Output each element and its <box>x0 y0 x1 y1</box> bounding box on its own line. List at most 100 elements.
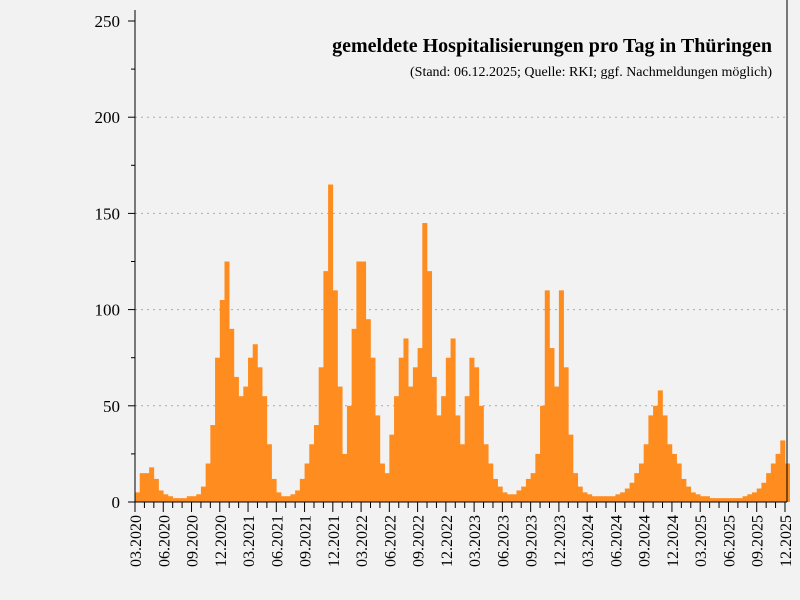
bar <box>544 290 550 502</box>
x-tick-label: 06.2025 <box>721 515 738 567</box>
x-tick-label: 12.2020 <box>213 515 230 567</box>
bar <box>742 496 748 502</box>
bar <box>615 494 621 502</box>
x-tick-label: 03.2023 <box>467 515 484 567</box>
bar <box>210 425 216 502</box>
bar <box>601 496 607 502</box>
bar <box>356 261 362 502</box>
x-tick-label: 09.2024 <box>637 515 654 567</box>
bar <box>747 494 753 502</box>
bar <box>149 467 155 502</box>
bar <box>549 348 555 502</box>
x-tick-label: 09.2025 <box>750 515 767 567</box>
bar <box>610 496 616 502</box>
bar <box>535 453 541 502</box>
bar <box>262 396 268 502</box>
bar <box>304 463 310 502</box>
x-tick-label: 03.2024 <box>580 515 597 567</box>
bar <box>186 496 192 502</box>
bar <box>379 463 385 502</box>
bar <box>634 473 640 502</box>
bar <box>365 319 371 502</box>
bar <box>281 496 287 502</box>
bar <box>276 492 282 502</box>
x-tick-label: 12.2025 <box>778 515 795 567</box>
x-tick-label: 03.2020 <box>128 515 145 567</box>
x-tick-label: 03.2021 <box>241 515 258 567</box>
bar <box>488 463 494 502</box>
bar <box>483 444 489 502</box>
x-tick-label: 03.2025 <box>693 515 710 567</box>
x-tick-label: 12.2023 <box>552 515 569 567</box>
bar <box>243 386 249 502</box>
bar <box>737 498 743 502</box>
y-axis: 0 50 100 150 200 250 <box>95 12 135 512</box>
bar <box>455 415 461 502</box>
x-axis: 03.2020 06.2020 09.2020 12.2020 03.2021 06.20… <box>128 502 795 567</box>
y-tick-label: 250 <box>95 12 121 31</box>
bar <box>695 494 701 502</box>
bar <box>290 494 296 502</box>
bar <box>766 473 772 502</box>
bar <box>469 357 475 502</box>
bar <box>299 478 305 502</box>
bar <box>733 498 739 502</box>
bar <box>384 473 390 502</box>
bar <box>464 396 470 502</box>
bar <box>653 405 659 502</box>
bar <box>163 494 169 502</box>
bar <box>591 496 597 502</box>
bar <box>719 498 725 502</box>
bar <box>620 492 626 502</box>
bar <box>271 478 277 502</box>
bar <box>205 463 211 502</box>
bar <box>332 290 338 502</box>
y-tick-label: 200 <box>95 108 121 127</box>
bar <box>554 386 560 502</box>
bar <box>375 415 381 502</box>
bar <box>403 338 409 502</box>
bar <box>497 486 503 502</box>
bar <box>450 338 456 502</box>
bar <box>172 498 178 502</box>
bar <box>394 396 400 502</box>
bar <box>342 453 348 502</box>
bars <box>135 184 790 503</box>
bar <box>756 488 762 502</box>
bar <box>408 386 414 502</box>
bar <box>422 223 428 502</box>
bar <box>361 261 367 502</box>
bar <box>219 299 225 502</box>
bar <box>775 453 781 502</box>
bar <box>530 473 536 502</box>
bar <box>686 486 692 502</box>
bar <box>563 367 569 502</box>
bar <box>144 473 150 502</box>
bar <box>606 496 612 502</box>
bar <box>417 348 423 502</box>
bar <box>135 492 141 502</box>
bar <box>507 494 513 502</box>
x-tick-label: 06.2021 <box>269 515 286 567</box>
bar <box>525 478 531 502</box>
bar <box>257 367 263 502</box>
bar <box>328 184 334 503</box>
bar <box>295 490 301 502</box>
bar <box>427 271 433 502</box>
bar <box>309 444 315 502</box>
bar <box>200 486 206 502</box>
bar <box>780 440 786 502</box>
y-tick-label: 100 <box>95 301 121 320</box>
x-tick-label: 12.2024 <box>665 515 682 567</box>
bar <box>285 496 291 502</box>
bar <box>248 357 254 502</box>
bar <box>638 463 644 502</box>
bar <box>558 290 564 502</box>
bar <box>662 415 668 502</box>
chart-subtitle: (Stand: 06.12.2025; Quelle: RKI; ggf. Na… <box>410 65 772 80</box>
x-tick-label: 12.2022 <box>439 515 456 567</box>
bar <box>266 444 272 502</box>
x-tick-label: 09.2021 <box>298 515 315 567</box>
chart-title: gemeldete Hospitalisierungen pro Tag in … <box>332 35 772 57</box>
